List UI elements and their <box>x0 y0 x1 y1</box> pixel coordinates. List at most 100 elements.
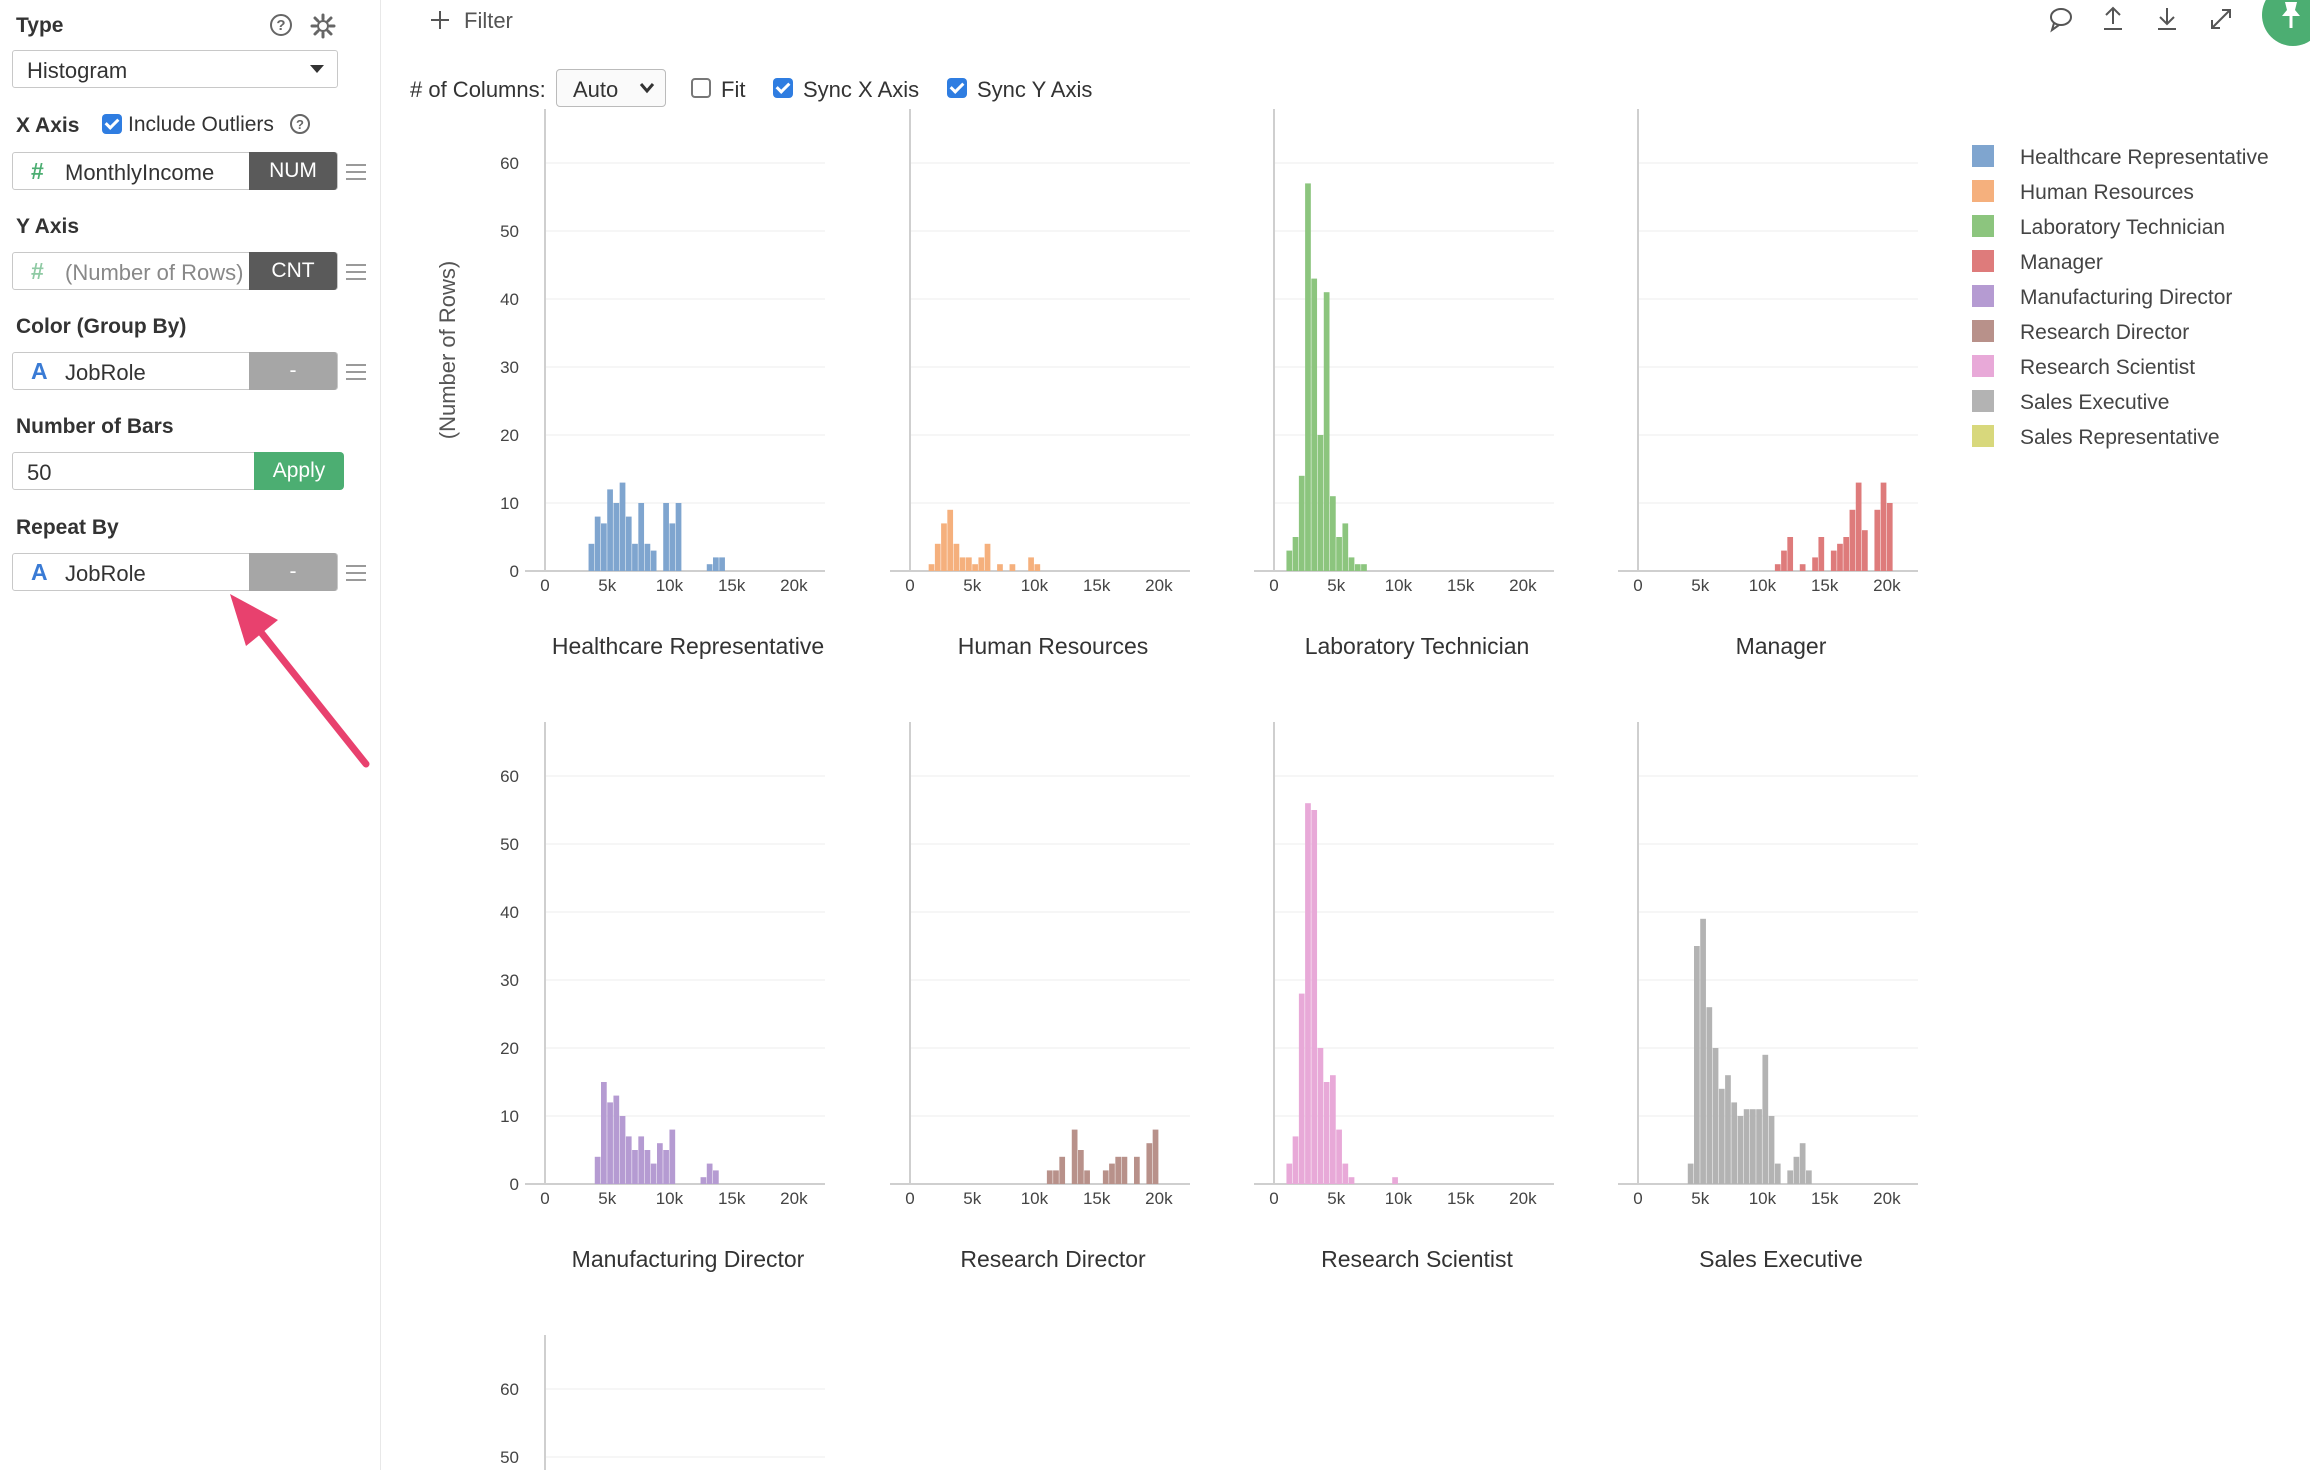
comment-icon[interactable] <box>2046 4 2076 34</box>
histogram-bar <box>632 1150 638 1184</box>
x-tick-label: 0 <box>905 576 914 595</box>
x-tick-label: 20k <box>1145 576 1173 595</box>
histogram-bar <box>1292 537 1299 571</box>
chevron-down-icon <box>639 83 655 94</box>
histogram-bar <box>657 1143 663 1184</box>
repeat-by-type-tag[interactable]: - <box>249 553 337 591</box>
number-of-bars-input[interactable]: 50 <box>12 452 257 490</box>
number-type-icon: # <box>31 258 44 284</box>
histogram-bar <box>928 564 935 571</box>
gear-icon[interactable] <box>310 13 336 39</box>
plus-icon[interactable] <box>428 8 452 32</box>
histogram-bar <box>1781 550 1787 571</box>
legend-item-label: Manufacturing Director <box>2020 286 2232 309</box>
color-menu-hamburger-icon[interactable] <box>346 364 366 380</box>
histogram-bar <box>1317 435 1324 571</box>
x-tick-label: 0 <box>1269 1189 1278 1208</box>
filter-button[interactable]: Filter <box>464 8 513 33</box>
histogram-bar <box>1109 1163 1115 1184</box>
histogram-bar <box>1756 1109 1762 1184</box>
panel-title: Sales Executive <box>1699 1246 1863 1272</box>
y-tick-label: 30 <box>500 971 519 990</box>
y-axis-field[interactable]: # (Number of Rows) CNT <box>12 252 338 290</box>
histogram-bar <box>638 1136 645 1184</box>
legend-swatch <box>1972 425 1994 447</box>
histogram-bar <box>1837 543 1843 571</box>
histogram-bar <box>1855 482 1862 571</box>
histogram-bar <box>972 564 978 571</box>
y-tick-label: 10 <box>500 494 519 513</box>
histogram-bar <box>1768 1116 1775 1184</box>
histogram-bar <box>669 1129 676 1184</box>
apply-button[interactable]: Apply <box>254 452 344 490</box>
histogram-bar <box>713 557 719 571</box>
histogram-bar <box>1743 1109 1750 1184</box>
histogram-bar <box>632 543 638 571</box>
histogram-bar <box>700 1177 707 1184</box>
histogram-bar <box>1298 993 1305 1184</box>
x-tick-label: 5k <box>963 576 981 595</box>
x-axis-field-name: MonthlyIncome <box>65 160 215 185</box>
histogram-bar <box>1115 1156 1122 1184</box>
x-tick-label: 0 <box>905 1189 914 1208</box>
panel-title: Research Director <box>960 1246 1146 1272</box>
y-tick-label: 0 <box>510 562 519 581</box>
expand-icon[interactable] <box>2206 4 2236 34</box>
histogram-bar <box>934 543 941 571</box>
legend-swatch <box>1972 390 1994 412</box>
upload-icon[interactable] <box>2098 4 2128 34</box>
histogram-bar <box>1286 1163 1293 1184</box>
histogram-bar <box>1305 803 1311 1184</box>
x-axis-field[interactable]: # MonthlyIncome NUM <box>12 152 338 190</box>
help-icon[interactable]: ? <box>270 14 292 36</box>
color-field[interactable]: A JobRole - <box>12 352 338 390</box>
y-tick-label: 20 <box>500 1039 519 1058</box>
histogram-bar <box>1336 537 1342 571</box>
include-outliers-checkbox[interactable] <box>102 114 122 134</box>
y-axis-type-tag[interactable]: CNT <box>249 252 337 290</box>
color-group-label: Color (Group By) <box>16 315 187 338</box>
histogram-bar <box>601 523 607 571</box>
x-tick-label: 0 <box>540 1189 549 1208</box>
histogram-bar <box>1121 1156 1128 1184</box>
histogram-bar <box>1305 183 1311 571</box>
x-axis-menu-hamburger-icon[interactable] <box>346 164 366 180</box>
y-tick-label: 50 <box>500 1448 519 1467</box>
sync-y-label: Sync Y Axis <box>977 77 1093 102</box>
histogram-bar <box>601 1082 607 1184</box>
outliers-help-icon[interactable]: ? <box>290 114 310 134</box>
sync-x-label: Sync X Axis <box>803 77 920 102</box>
repeat-by-field[interactable]: A JobRole - <box>12 553 338 591</box>
sync-y-checkbox[interactable] <box>947 78 967 98</box>
number-of-bars-label: Number of Bars <box>16 415 174 438</box>
chart-type-select[interactable]: Histogram <box>12 50 338 88</box>
x-tick-label: 5k <box>1327 1189 1345 1208</box>
histogram-bar <box>1084 1170 1090 1184</box>
histogram-bar <box>947 509 954 571</box>
repeat-by-field-name: JobRole <box>65 561 146 586</box>
histogram-bar <box>625 1136 632 1184</box>
download-icon[interactable] <box>2152 4 2182 34</box>
histogram-bar <box>1071 1129 1078 1184</box>
histogram-bar <box>1849 509 1856 571</box>
histogram-bar <box>1862 530 1868 571</box>
histogram-bar <box>644 543 651 571</box>
columns-select[interactable]: Auto <box>556 69 666 107</box>
fit-checkbox[interactable] <box>691 78 711 98</box>
histogram-bar <box>613 503 620 571</box>
histogram-bar <box>1687 1163 1694 1184</box>
y-axis-menu-hamburger-icon[interactable] <box>346 264 366 280</box>
sync-x-checkbox[interactable] <box>773 78 793 98</box>
histogram-bar <box>959 557 966 571</box>
x-axis-type-tag[interactable]: NUM <box>249 152 337 190</box>
legend-item-label: Healthcare Representative <box>2020 146 2269 169</box>
histogram-bar <box>1311 278 1318 571</box>
histogram-bar <box>966 557 972 571</box>
histogram-bar <box>638 503 645 571</box>
color-type-tag[interactable]: - <box>249 352 337 390</box>
histogram-bar <box>644 1150 651 1184</box>
repeat-by-menu-hamburger-icon[interactable] <box>346 565 366 581</box>
x-tick-label: 5k <box>963 1189 981 1208</box>
histogram-bar <box>1028 557 1034 571</box>
legend-swatch <box>1972 320 1994 342</box>
